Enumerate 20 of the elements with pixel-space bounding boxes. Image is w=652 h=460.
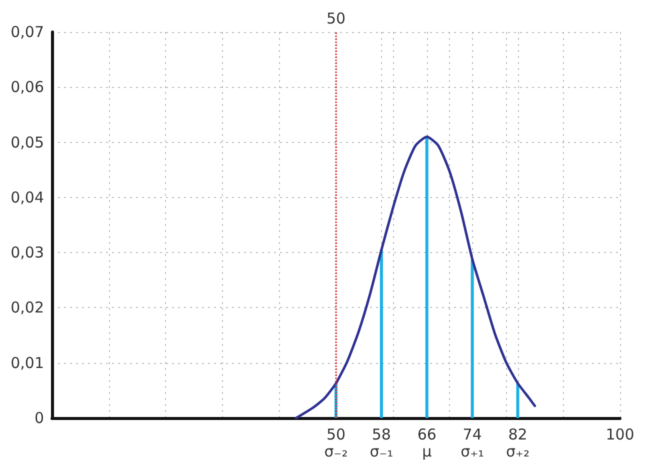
ref-line-label: 50 bbox=[326, 10, 346, 28]
y-tick-label: 0 bbox=[34, 409, 44, 427]
y-tick-label: 0,04 bbox=[10, 188, 44, 206]
x-tick-label: 74 σ₊₁ bbox=[460, 426, 484, 460]
x-tick-label: 66 μ bbox=[417, 426, 436, 460]
bar bbox=[425, 136, 428, 418]
x-tick-label: 100 bbox=[606, 426, 634, 444]
y-tick-label: 0,06 bbox=[10, 78, 44, 96]
x-tick-label: 50 σ₋₂ bbox=[324, 426, 348, 460]
x-tick-label: 82 σ₊₂ bbox=[506, 426, 530, 460]
y-tick-label: 0,05 bbox=[10, 133, 44, 152]
bar bbox=[380, 250, 383, 418]
bar bbox=[516, 383, 520, 418]
y-tick-label: 0,02 bbox=[10, 298, 44, 317]
x-tick-label: 58 σ₋₁ bbox=[370, 426, 394, 460]
y-tick-label: 0,01 bbox=[10, 354, 44, 372]
bar bbox=[470, 259, 474, 418]
line-series bbox=[294, 136, 536, 420]
y-tick-label: 0,03 bbox=[10, 244, 44, 262]
y-tick-label: 0,07 bbox=[10, 23, 44, 41]
